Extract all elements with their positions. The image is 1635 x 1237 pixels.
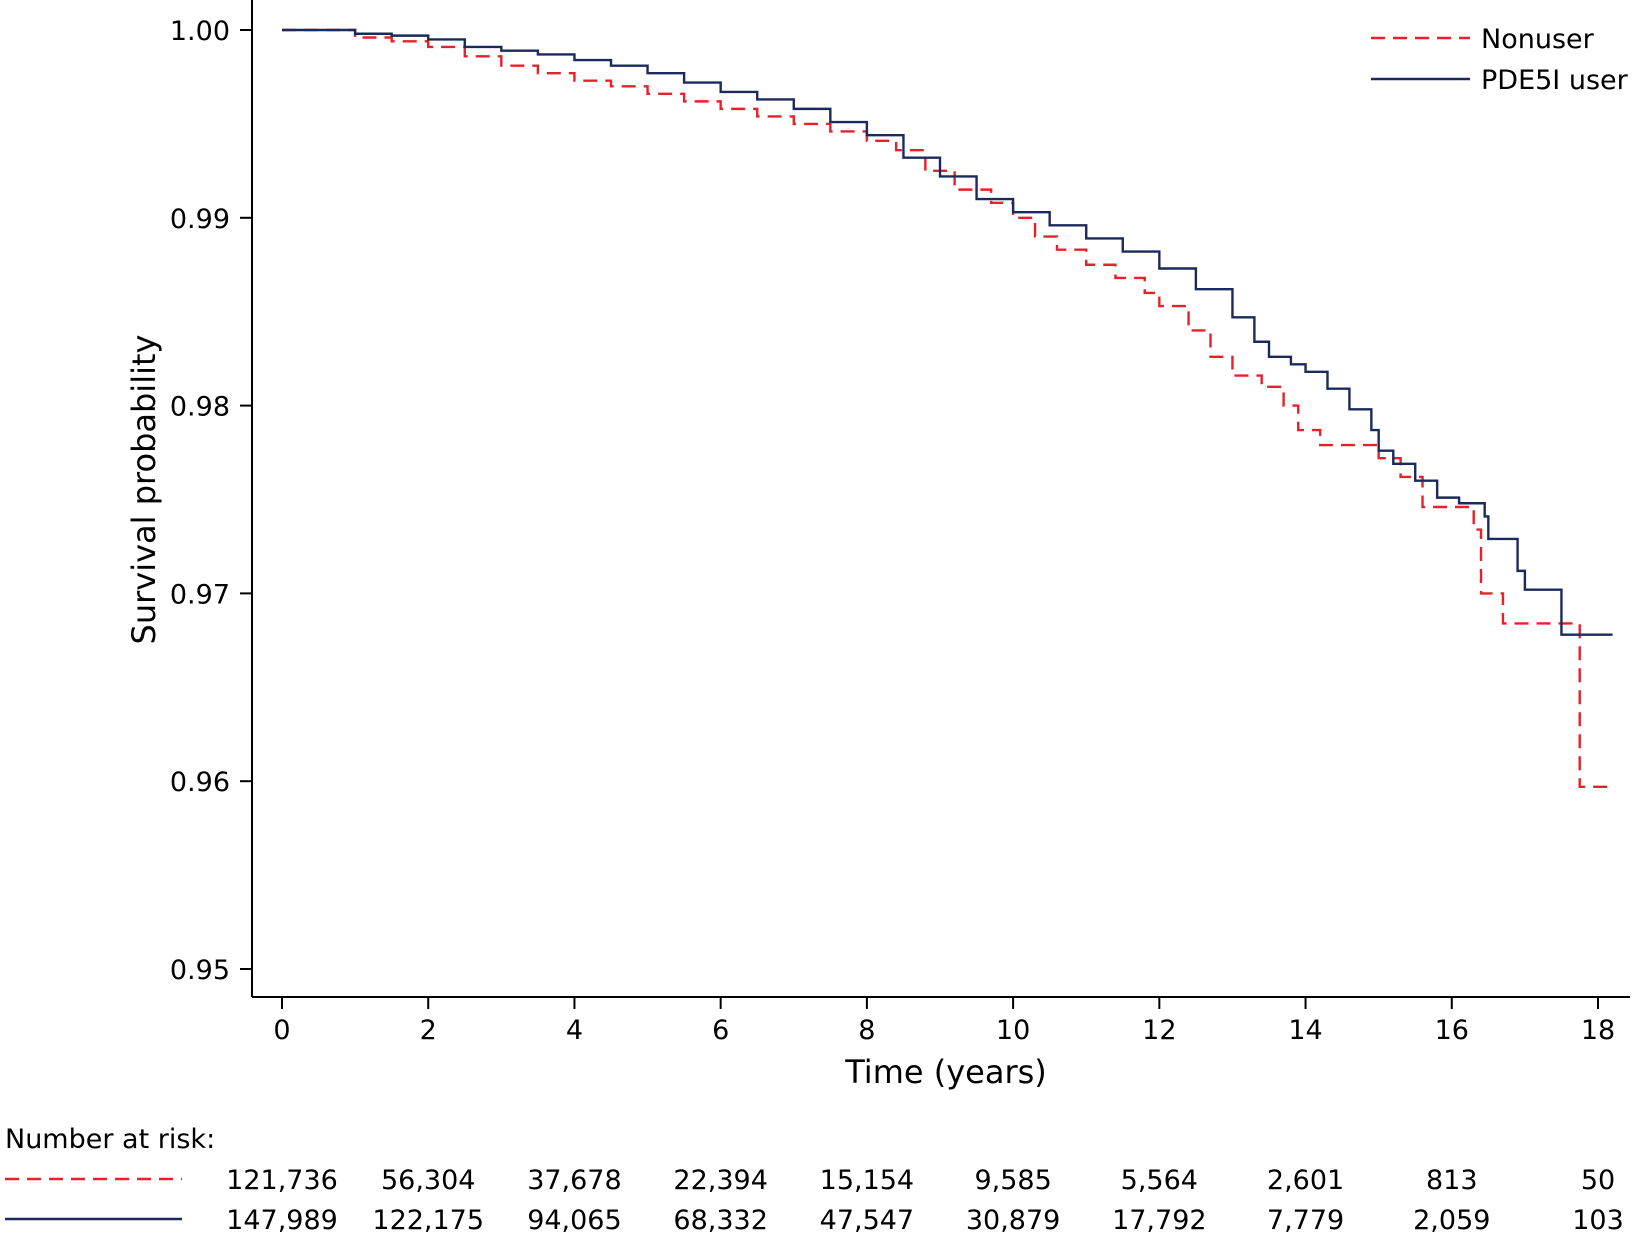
risk-count: 94,065 bbox=[527, 1205, 621, 1236]
x-tick-label: 12 bbox=[1142, 1015, 1176, 1046]
risk-count: 147,989 bbox=[226, 1205, 338, 1236]
risk-count: 121,736 bbox=[226, 1165, 338, 1196]
risk-count: 15,154 bbox=[820, 1165, 914, 1196]
risk-count: 122,175 bbox=[372, 1205, 484, 1236]
x-axis-ticks: 0 2 4 6 8 10 12 14 16 18 bbox=[273, 997, 1615, 1046]
risk-count: 37,678 bbox=[527, 1165, 621, 1196]
risk-count: 56,304 bbox=[381, 1165, 475, 1196]
x-tick-label: 18 bbox=[1581, 1015, 1615, 1046]
x-tick-label: 14 bbox=[1288, 1015, 1322, 1046]
series-line-pde5i-user bbox=[282, 28, 1613, 636]
x-tick-label: 16 bbox=[1435, 1015, 1469, 1046]
y-tick-label: 0.97 bbox=[170, 579, 230, 610]
risk-count: 5,564 bbox=[1121, 1165, 1198, 1196]
y-tick-label: 0.96 bbox=[170, 767, 230, 798]
axes: 0 2 4 6 8 10 12 14 16 18 1.00 0.99 0.98 0.97 0.96 0.95 bbox=[170, 0, 1630, 1046]
legend-label: PDE5I user bbox=[1481, 65, 1629, 96]
x-axis-title: Time (years) bbox=[844, 1053, 1047, 1091]
risk-count: 50 bbox=[1581, 1165, 1615, 1196]
risk-count: 22,394 bbox=[673, 1165, 767, 1196]
risk-table: Number at risk: 121,736 56,304 37,678 22,39… bbox=[5, 1124, 1624, 1236]
risk-count: 17,792 bbox=[1112, 1205, 1206, 1236]
risk-count: 7,779 bbox=[1267, 1205, 1344, 1236]
risk-count: 47,547 bbox=[820, 1205, 914, 1236]
legend: Nonuser PDE5I user bbox=[1371, 24, 1629, 96]
x-tick-label: 10 bbox=[996, 1015, 1030, 1046]
series-layer bbox=[282, 28, 1613, 789]
risk-count: 68,332 bbox=[673, 1205, 767, 1236]
y-axis-ticks: 1.00 0.99 0.98 0.97 0.96 0.95 bbox=[170, 16, 252, 986]
risk-count: 2,059 bbox=[1413, 1205, 1490, 1236]
legend-label: Nonuser bbox=[1481, 24, 1595, 55]
y-axis-title: Survival probability bbox=[125, 335, 163, 645]
y-tick-label: 1.00 bbox=[170, 16, 230, 47]
risk-count: 9,585 bbox=[974, 1165, 1051, 1196]
x-tick-label: 0 bbox=[273, 1015, 290, 1046]
risk-table-title: Number at risk: bbox=[5, 1124, 215, 1155]
y-tick-label: 0.99 bbox=[170, 204, 230, 235]
series-line-nonuser bbox=[282, 28, 1613, 789]
x-tick-label: 2 bbox=[420, 1015, 437, 1046]
risk-count: 30,879 bbox=[966, 1205, 1060, 1236]
risk-count: 813 bbox=[1426, 1165, 1478, 1196]
risk-count: 103 bbox=[1572, 1205, 1624, 1236]
x-tick-label: 8 bbox=[858, 1015, 875, 1046]
risk-count: 2,601 bbox=[1267, 1165, 1344, 1196]
x-tick-label: 6 bbox=[712, 1015, 729, 1046]
y-tick-label: 0.95 bbox=[170, 955, 230, 986]
y-tick-label: 0.98 bbox=[170, 392, 230, 423]
x-tick-label: 4 bbox=[566, 1015, 583, 1046]
